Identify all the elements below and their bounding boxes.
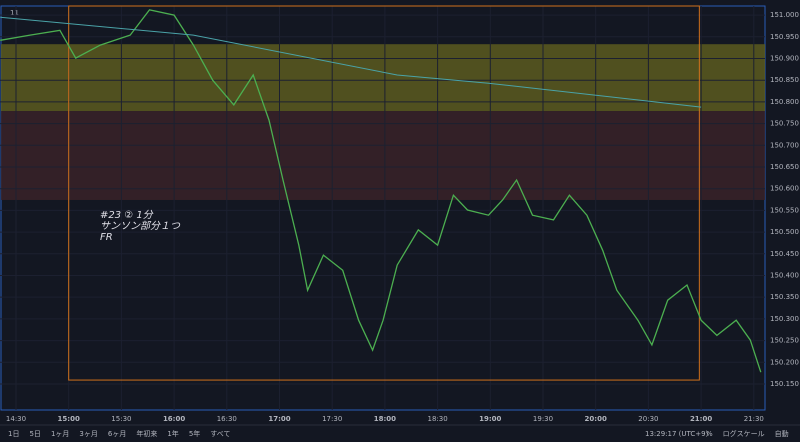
x-tick-label: 15:00 [58,415,80,423]
y-tick-label: 150.400 [770,271,799,279]
x-tick-label: 20:00 [585,415,607,423]
annotation: #23 ② 1分 [100,209,154,221]
range-button[interactable]: 3ヶ月 [79,430,97,438]
x-tick-label: 16:30 [217,415,237,423]
annotation: FR [100,232,113,243]
x-tick-label: 16:00 [163,415,185,423]
y-tick-label: 150.600 [770,185,799,193]
range-button[interactable]: 5年 [189,429,200,438]
scale-button[interactable]: 自動 [775,429,789,438]
scale-button[interactable]: % [706,430,713,438]
x-tick-label: 17:30 [322,415,342,423]
x-tick-label: 15:30 [111,415,131,423]
clock: 13:29:17 (UTC+9) [645,430,709,438]
price-zone [1,111,765,200]
x-tick-label: 17:00 [268,415,290,423]
y-tick-label: 150.300 [770,315,799,323]
y-tick-label: 150.800 [770,98,799,106]
scale-button[interactable]: ログスケール [723,429,765,438]
range-button[interactable]: すべて [210,430,230,438]
y-tick-label: 150.700 [770,141,799,149]
y-tick-label: 150.500 [770,228,799,236]
y-tick-label: 150.550 [770,206,799,214]
y-tick-label: 150.350 [770,293,799,301]
range-button[interactable]: 5日 [29,430,40,438]
y-tick-label: 150.650 [770,163,799,171]
range-button[interactable]: 1年 [167,429,178,438]
range-button[interactable]: 1日 [8,430,19,438]
y-tick-label: 150.750 [770,120,799,128]
annotation: サンソン部分１つ [100,220,181,232]
y-tick-label: 150.150 [770,380,799,388]
y-tick-label: 150.900 [770,55,799,63]
y-tick-label: 150.200 [770,358,799,366]
drawing-box [68,5,700,381]
indicator-label: 11 [10,9,19,17]
x-tick-label: 18:30 [428,415,448,423]
y-tick-label: 150.850 [770,76,799,84]
range-button[interactable]: 6ヶ月 [108,430,126,438]
y-tick-label: 151.000 [770,11,799,19]
y-tick-label: 150.450 [770,250,799,258]
x-tick-label: 18:00 [374,415,396,423]
x-tick-label: 19:30 [533,415,553,423]
range-button[interactable]: 年初来 [136,429,157,438]
range-button[interactable]: 1ヶ月 [51,430,69,438]
x-tick-label: 20:30 [638,415,658,423]
x-tick-label: 14:30 [6,415,26,423]
price-line [0,9,762,373]
moving-average [0,16,702,108]
x-tick-label: 19:00 [479,415,501,423]
x-tick-label: 21:30 [744,415,764,423]
x-tick-label: 21:00 [690,415,712,423]
y-tick-label: 150.950 [770,33,799,41]
y-tick-label: 150.250 [770,337,799,345]
